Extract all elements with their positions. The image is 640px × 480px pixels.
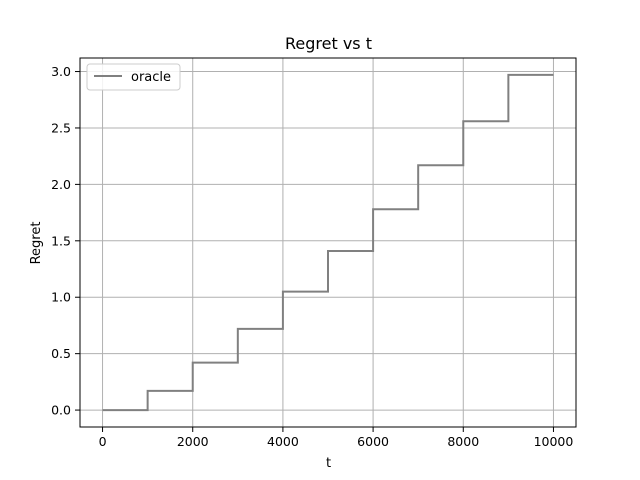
chart-title: Regret vs t: [285, 34, 372, 53]
x-tick-label: 8000: [447, 434, 479, 449]
legend: oracle: [86, 63, 181, 91]
ticks: 0 2000 4000 6000 8000 10000 0.0 0.5 1.0 1.5 2.0 2.5…: [51, 64, 573, 449]
y-tick-label: 1.0: [51, 290, 71, 305]
y-tick-label: 3.0: [51, 64, 71, 79]
y-tick-label: 0.0: [51, 403, 71, 418]
x-axis-label: t: [326, 456, 331, 471]
legend-box: [86, 63, 181, 91]
x-tick-label: 2000: [177, 434, 209, 449]
y-tick-label: 2.0: [51, 177, 71, 192]
series-layer: [102, 73, 554, 412]
y-tick-label: 1.5: [51, 233, 71, 248]
y-tick-label: 0.5: [51, 346, 71, 361]
series-line-oracle: [102, 73, 554, 412]
x-tick-label: 4000: [267, 434, 299, 449]
y-axis-label: Regret: [29, 222, 44, 265]
x-tick-label: 6000: [357, 434, 389, 449]
x-tick-label: 0: [99, 434, 107, 449]
legend-label-oracle: oracle: [131, 70, 171, 85]
y-tick-label: 2.5: [51, 120, 71, 135]
grid: [80, 58, 576, 427]
x-tick-label: 10000: [534, 434, 574, 449]
plot-frame: [79, 57, 577, 428]
